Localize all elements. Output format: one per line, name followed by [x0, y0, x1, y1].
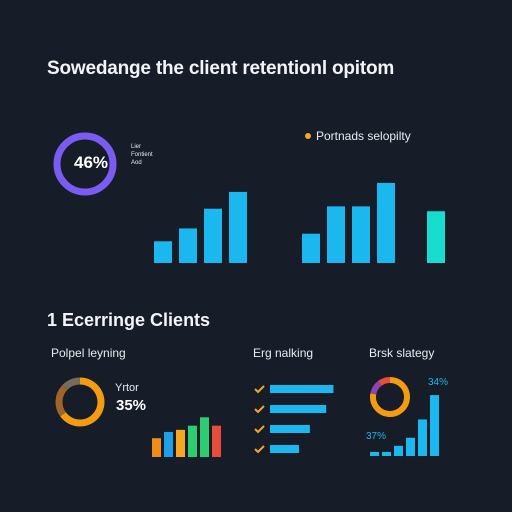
donut-ring [53, 132, 117, 196]
bar [418, 419, 427, 456]
donut-slice [370, 377, 410, 417]
bar [212, 425, 221, 457]
page-title: Sowedange the client retentionl opitom [47, 58, 395, 79]
bar [270, 405, 327, 413]
bar [406, 437, 415, 456]
chart-title-erg: Erg nalking [253, 346, 314, 360]
donut-value-label: 34% [428, 377, 449, 388]
bar [302, 233, 320, 263]
donut-slice [370, 380, 382, 395]
bar [377, 182, 395, 263]
bar [270, 445, 300, 453]
donut-value-label: 35% [116, 397, 147, 414]
bar-annotation: 37% [366, 431, 387, 442]
check-icon [254, 425, 265, 434]
donut-side-label: Yrtor [115, 382, 139, 394]
bar [164, 431, 173, 457]
side-note-line: Aod [131, 160, 142, 166]
donut-center-label: 46% [74, 153, 109, 172]
chart-title-brsk: Brsk slategy [369, 346, 435, 360]
donut-side-note: Lier Fontient Aod [131, 143, 171, 167]
section-title: 1 Ecerringe Clients [47, 310, 211, 330]
bar [229, 191, 247, 263]
bar [327, 206, 345, 263]
bar [352, 206, 370, 263]
bar [394, 445, 403, 456]
chart-title-polpel: Polpel leyning [51, 346, 126, 360]
bar [188, 425, 197, 457]
donut-slice [55, 385, 68, 417]
bar [382, 451, 391, 456]
bar [200, 417, 209, 457]
check-icon [254, 445, 265, 454]
bar [154, 241, 172, 263]
check-icon [254, 385, 265, 394]
donut-slice [378, 377, 391, 386]
bar [270, 425, 310, 433]
bar [270, 385, 334, 393]
legend-label: Portnads selopilty [316, 129, 411, 143]
bar [427, 211, 445, 263]
bar [152, 438, 161, 457]
side-note-line: Fontient [131, 152, 153, 158]
donut-slice [62, 377, 81, 391]
bar [370, 451, 379, 456]
check-icon [254, 405, 265, 414]
bar [176, 429, 185, 457]
donut-slice [60, 377, 105, 427]
bar [179, 228, 197, 263]
bar [204, 208, 222, 263]
legend-dot [305, 133, 311, 139]
bar [430, 395, 439, 456]
side-note-line: Lier [131, 144, 142, 150]
